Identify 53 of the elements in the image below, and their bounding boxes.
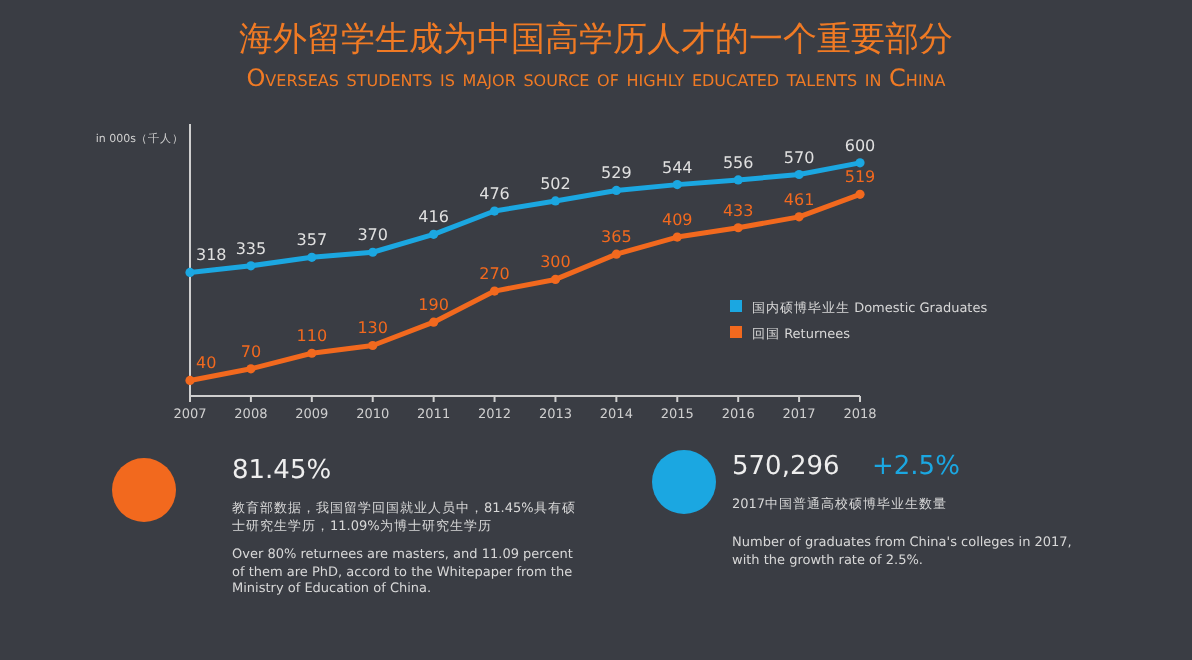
- annotation: 81.45%: [232, 456, 332, 486]
- data-label: 300: [540, 253, 571, 272]
- data-label: 416: [418, 208, 449, 227]
- data-label: 335: [235, 239, 267, 258]
- point: [489, 206, 500, 216]
- point: [429, 317, 439, 327]
- point: [246, 364, 256, 374]
- data-label: 110: [296, 327, 328, 346]
- point: [855, 158, 865, 168]
- data-label: 370: [357, 226, 389, 245]
- annotation: +2.5%: [872, 452, 960, 482]
- chart-subtitle: Overseas students is major source of highly educated talents in China: [244, 64, 948, 92]
- data-label: 40: [196, 354, 217, 373]
- annotation: 570,296: [732, 452, 840, 482]
- point: [733, 223, 743, 233]
- point: [307, 348, 317, 358]
- data-label: 365: [601, 228, 632, 247]
- point: [794, 169, 804, 180]
- point: [733, 175, 743, 185]
- data-label: 600: [844, 136, 876, 155]
- data-label: 476: [479, 185, 510, 204]
- data-label: 544: [661, 158, 693, 177]
- point: [307, 252, 317, 262]
- data-label: 130: [357, 319, 389, 338]
- point: [368, 247, 378, 257]
- point: [672, 232, 682, 242]
- data-label: 433: [722, 201, 754, 220]
- data-label: 270: [479, 265, 510, 284]
- point: [855, 189, 865, 199]
- point: [246, 261, 256, 271]
- data-label: 190: [418, 296, 449, 315]
- data-label: 409: [661, 211, 693, 230]
- point: [185, 267, 195, 278]
- point: [611, 185, 621, 196]
- data-label: 502: [540, 174, 571, 193]
- data-label: 570: [783, 148, 815, 167]
- data-label: 357: [296, 231, 328, 250]
- point: [611, 249, 621, 259]
- data-label: 556: [722, 153, 754, 172]
- chart-title: 海外留学生成为中国高学历人才的一个重要部分: [237, 18, 955, 62]
- point: [368, 340, 378, 351]
- point: [185, 375, 195, 386]
- point: [429, 229, 439, 239]
- data-label: 519: [844, 168, 876, 187]
- point: [489, 286, 500, 296]
- data-label: 318: [196, 246, 227, 265]
- point: [550, 274, 561, 285]
- point: [672, 180, 682, 190]
- data-label: 461: [783, 190, 815, 209]
- data-label: 529: [601, 164, 632, 183]
- point: [550, 196, 561, 206]
- data-label: 70: [240, 342, 262, 361]
- point: [794, 212, 804, 222]
